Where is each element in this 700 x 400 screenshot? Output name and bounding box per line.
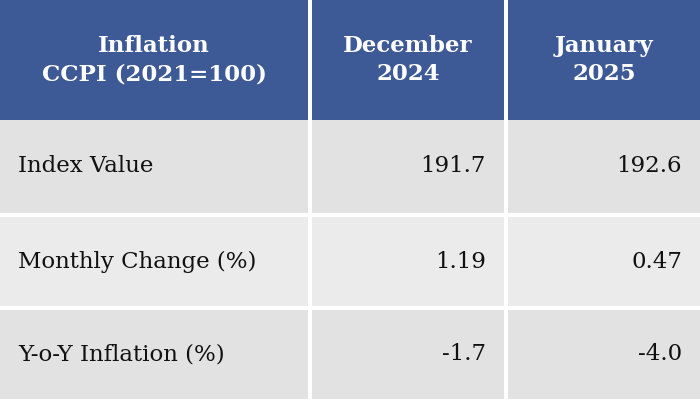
Bar <box>312 217 504 306</box>
Bar <box>508 120 700 213</box>
Text: December
2024: December 2024 <box>343 35 472 85</box>
Bar <box>0 399 700 400</box>
Text: Y-o-Y Inflation (%): Y-o-Y Inflation (%) <box>18 344 225 366</box>
Bar <box>508 217 700 306</box>
Bar <box>312 0 504 120</box>
Bar <box>312 310 504 399</box>
Bar <box>0 0 308 120</box>
Bar <box>508 310 700 399</box>
Text: 1.19: 1.19 <box>435 250 486 272</box>
Text: January
2025: January 2025 <box>554 35 653 85</box>
Bar <box>0 310 308 399</box>
Text: 191.7: 191.7 <box>421 156 486 178</box>
Text: -1.7: -1.7 <box>442 344 486 366</box>
Bar <box>508 0 700 120</box>
Text: 192.6: 192.6 <box>617 156 682 178</box>
Bar <box>0 120 308 213</box>
Text: Index Value: Index Value <box>18 156 153 178</box>
Text: 0.47: 0.47 <box>631 250 682 272</box>
Text: Inflation
CCPI (2021=100): Inflation CCPI (2021=100) <box>41 35 267 85</box>
Text: Monthly Change (%): Monthly Change (%) <box>18 250 256 272</box>
Text: -4.0: -4.0 <box>638 344 682 366</box>
Bar <box>0 217 308 306</box>
Bar <box>312 120 504 213</box>
